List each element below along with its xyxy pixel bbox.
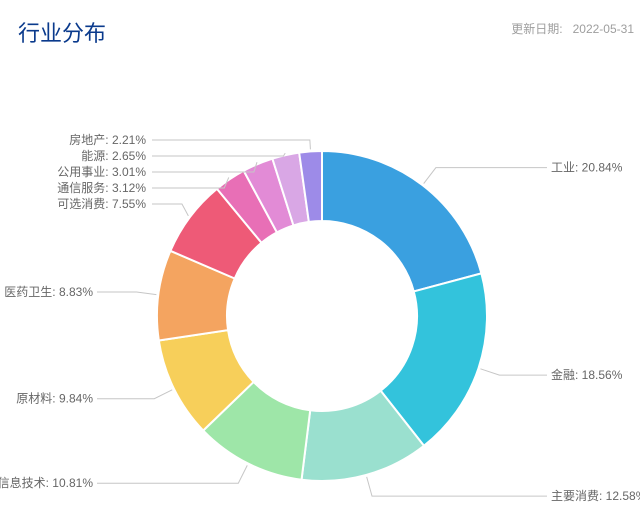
leader-line [97,465,247,483]
slice-label: 能源: 2.65% [81,149,146,163]
leader-line [367,477,547,496]
slice-label: 房地产: 2.21% [69,132,146,147]
header: 行业分布 更新日期: 2022-05-31 [0,0,640,56]
slice-label: 可选消费: 7.55% [57,197,146,211]
slice-label: 医药卫生: 8.83% [4,285,93,299]
update-prefix: 更新日期: [511,22,562,36]
donut-chart: 工业: 20.84% 金融: 18.56% 主要消费: 12.58% 信息技术: 10… [0,56,640,526]
page-container: 行业分布 更新日期: 2022-05-31 工业: 20.84% 金融: 18.5… [0,0,640,529]
update-value: 2022-05-31 [573,22,634,36]
slice-label: 金融: 18.56% [551,367,623,382]
leader-line [480,369,547,375]
slice-label: 工业: 20.84% [551,161,623,175]
leader-line [97,390,172,399]
page-title: 行业分布 [18,21,106,46]
slice-label: 信息技术: 10.81% [0,475,93,490]
update-date: 更新日期: 2022-05-31 [511,20,634,37]
leader-line [424,168,547,184]
slice-label: 主要消费: 12.58% [551,489,640,503]
leader-line [152,140,310,149]
leader-line [97,292,156,295]
donut-slice[interactable] [322,151,481,291]
slice-label: 通信服务: 3.12% [57,180,146,195]
leader-line [152,177,229,188]
leader-line [152,204,188,216]
donut-svg: 工业: 20.84% 金融: 18.56% 主要消费: 12.58% 信息技术: 10… [0,56,640,526]
slice-label: 公用事业: 3.01% [57,165,146,179]
leader-line [152,153,285,156]
leader-line [152,162,257,172]
slice-label: 原材料: 9.84% [16,392,93,406]
